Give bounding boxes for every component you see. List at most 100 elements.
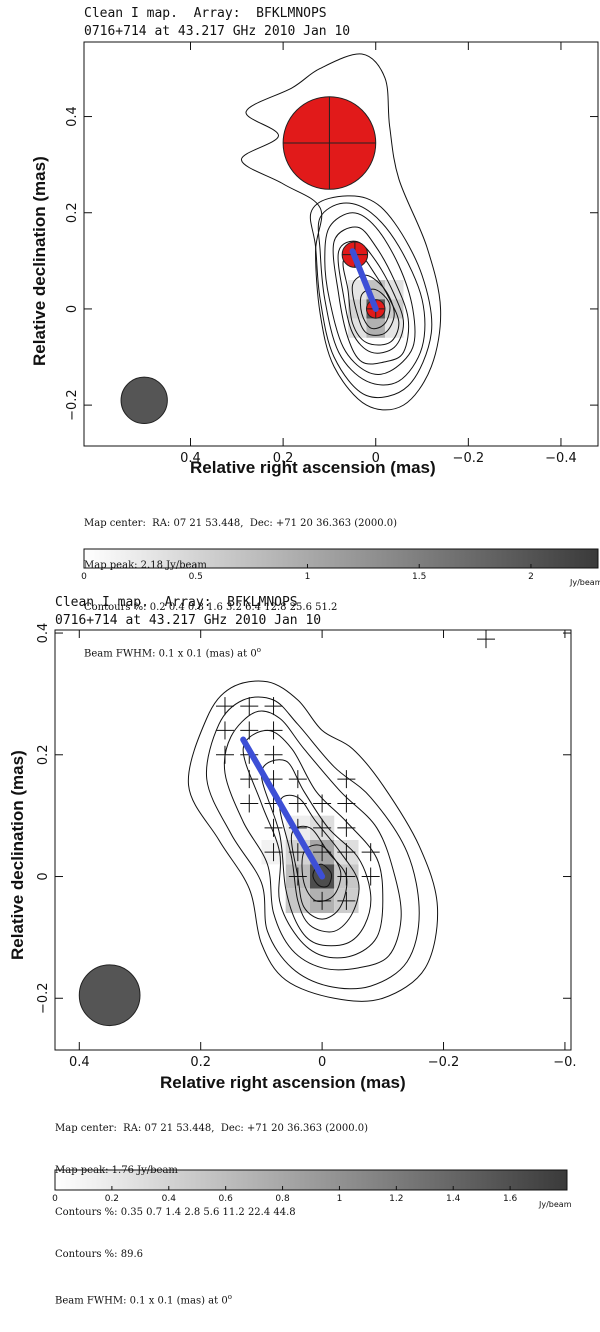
x-axis-label: Relative right ascension (mas) bbox=[160, 1073, 406, 1092]
x-tick-label: −0.2 bbox=[453, 451, 485, 466]
clean-component-cross bbox=[313, 843, 332, 862]
beam-ellipse bbox=[78, 964, 141, 1027]
y-axis-label: Relative declination (mas) bbox=[30, 156, 49, 366]
map-info: Map center: RA: 07 21 53.448, Dec: +71 2… bbox=[55, 1094, 368, 1332]
clean-component-cross bbox=[215, 697, 234, 716]
colorbar bbox=[54, 1169, 568, 1191]
clean-component-cross bbox=[288, 843, 307, 862]
plot-area bbox=[120, 53, 442, 424]
map-title-line2: 0716+714 at 43.217 GHz 2010 Jan 10 bbox=[55, 613, 322, 628]
contour-level-3 bbox=[317, 202, 426, 386]
clean-component-cross bbox=[288, 770, 307, 789]
contour-level-7 bbox=[342, 250, 400, 346]
clean-component-cross bbox=[361, 867, 380, 886]
clean-component-cross bbox=[313, 891, 332, 910]
y-axis-label: Relative declination (mas) bbox=[8, 750, 28, 960]
colorbar-tick-label: 2 bbox=[528, 572, 534, 582]
colorbar-tick-label: 1.6 bbox=[503, 1194, 518, 1204]
clean-component-cross bbox=[337, 867, 356, 886]
map-title-line1: Clean I map. Array: BFKLMNOPS bbox=[55, 595, 298, 610]
map-peak-text: Map peak: 1.76 Jy/beam bbox=[55, 1165, 178, 1176]
clean-component-cross bbox=[264, 843, 283, 862]
clean-component-cross bbox=[215, 745, 234, 764]
y-tick-label: 0.2 bbox=[36, 744, 51, 765]
clean-component-cross bbox=[264, 818, 283, 837]
contour-level-3 bbox=[223, 710, 402, 971]
x-tick-label: −0. bbox=[553, 1055, 576, 1070]
contours-text: Contours %: 0.35 0.7 1.4 2.8 5.6 11.2 22… bbox=[55, 1207, 296, 1218]
x-tick-label: 0.4 bbox=[69, 1055, 90, 1070]
contour-level-5 bbox=[332, 226, 410, 365]
clean-component-cross bbox=[288, 794, 307, 813]
clean-component-cross bbox=[337, 818, 356, 837]
beam-fwhm-text: Beam FWHM: 0.1 x 0.1 (mas) at 0o bbox=[55, 1293, 232, 1307]
x-tick-label: 0 bbox=[372, 451, 380, 466]
y-tick-label: 0 bbox=[65, 305, 80, 313]
clean-component-cross bbox=[313, 794, 332, 813]
colorbar-tick-label: 0 bbox=[52, 1194, 58, 1204]
jet-direction-line bbox=[240, 736, 326, 880]
plot-frame bbox=[54, 629, 572, 1051]
beam-fwhm-text: Beam FWHM: 0.1 x 0.1 (mas) at 0o bbox=[84, 646, 261, 660]
plot-area bbox=[78, 630, 496, 1027]
clean-component-cross bbox=[240, 794, 259, 813]
colorbar-tick-label: 0.2 bbox=[105, 1194, 119, 1204]
colorbar-tick-label: 1 bbox=[337, 1194, 343, 1204]
clean-component-cross bbox=[337, 891, 356, 910]
clean-component-cross bbox=[215, 721, 234, 740]
contour-level-1 bbox=[187, 680, 439, 1002]
colorbar-tick-label: 0.6 bbox=[219, 1194, 234, 1204]
contours-text: Contours %: 0.2 0.4 0.8 1.6 3.2 6.4 12.8… bbox=[84, 602, 338, 613]
contours-text-2: Contours %: 89.6 bbox=[55, 1249, 143, 1260]
map-peak-text: Map peak: 2.18 Jy/beam bbox=[84, 560, 207, 571]
x-axis-label: Relative right ascension (mas) bbox=[190, 458, 436, 477]
contour-level-8 bbox=[351, 274, 395, 336]
map-title-line1: Clean I map. Array: BFKLMNOPS bbox=[84, 6, 327, 21]
contour-level-6 bbox=[279, 794, 360, 933]
clean-component-cross bbox=[337, 770, 356, 789]
plot-frame bbox=[83, 41, 599, 447]
colorbar-tick-label: 1.2 bbox=[389, 1194, 403, 1204]
beam-ellipse bbox=[120, 376, 168, 424]
clean-component-cross bbox=[264, 721, 283, 740]
colorbar-tick-label: 0.5 bbox=[189, 572, 203, 582]
y-tick-label: 0.2 bbox=[65, 202, 80, 223]
map-info: Map center: RA: 07 21 53.448, Dec: +71 2… bbox=[84, 489, 397, 685]
colorbar-tick-label: 0.4 bbox=[162, 1194, 177, 1204]
contour-level-4 bbox=[242, 729, 384, 959]
contour-level-2 bbox=[309, 195, 433, 398]
x-tick-label: 0.2 bbox=[273, 451, 294, 466]
colorbar-tick-label: 0.8 bbox=[275, 1194, 290, 1204]
y-tick-label: 0.4 bbox=[36, 623, 51, 644]
contour-level-9 bbox=[359, 288, 391, 330]
contour-level-7 bbox=[290, 825, 348, 920]
map-center-text: Map center: RA: 07 21 53.448, Dec: +71 2… bbox=[84, 518, 398, 529]
x-tick-label: 0.2 bbox=[190, 1055, 211, 1070]
colorbar bbox=[83, 548, 599, 569]
contour-level-5 bbox=[260, 759, 372, 947]
colorbar-tick-label: 1 bbox=[305, 572, 311, 582]
contour-level-1 bbox=[240, 53, 442, 411]
clean-component-cross bbox=[288, 867, 307, 886]
colorbar-tick-label: 0 bbox=[81, 572, 87, 582]
contour-level-9 bbox=[312, 863, 332, 888]
map-center-text: Map center: RA: 07 21 53.448, Dec: +71 2… bbox=[55, 1123, 369, 1134]
clean-component-cross bbox=[240, 770, 259, 789]
clean-component-cross bbox=[264, 745, 283, 764]
map-title-line2: 0716+714 at 43.217 GHz 2010 Jan 10 bbox=[84, 24, 351, 39]
clean-component-cross bbox=[264, 697, 283, 716]
clean-component-cross bbox=[240, 721, 259, 740]
colorbar-tick-label: 1.5 bbox=[412, 572, 426, 582]
clean-component-cross bbox=[477, 630, 496, 649]
x-tick-label: −0.2 bbox=[428, 1055, 460, 1070]
colorbar-unit-label: Jy/beam bbox=[569, 578, 600, 587]
colorbar-unit-label: Jy/beam bbox=[538, 1200, 572, 1209]
map-panel-1: Clean I map. Array: BFKLMNOPS 0716+714 a… bbox=[0, 0, 600, 659]
clean-component-cross bbox=[240, 697, 259, 716]
y-tick-label: 0 bbox=[36, 872, 51, 880]
y-tick-label: −0.2 bbox=[65, 389, 80, 421]
clean-component-cross bbox=[337, 843, 356, 862]
colorbar-tick-label: 1.4 bbox=[446, 1194, 461, 1204]
contour-map-1: 0.4 0.2 0 −0.2 −0.4 0.4 0.2 0 −0.2 0 0.5 1 1.5 2 Jy/be… bbox=[65, 41, 600, 587]
x-tick-label: 0 bbox=[318, 1055, 326, 1070]
